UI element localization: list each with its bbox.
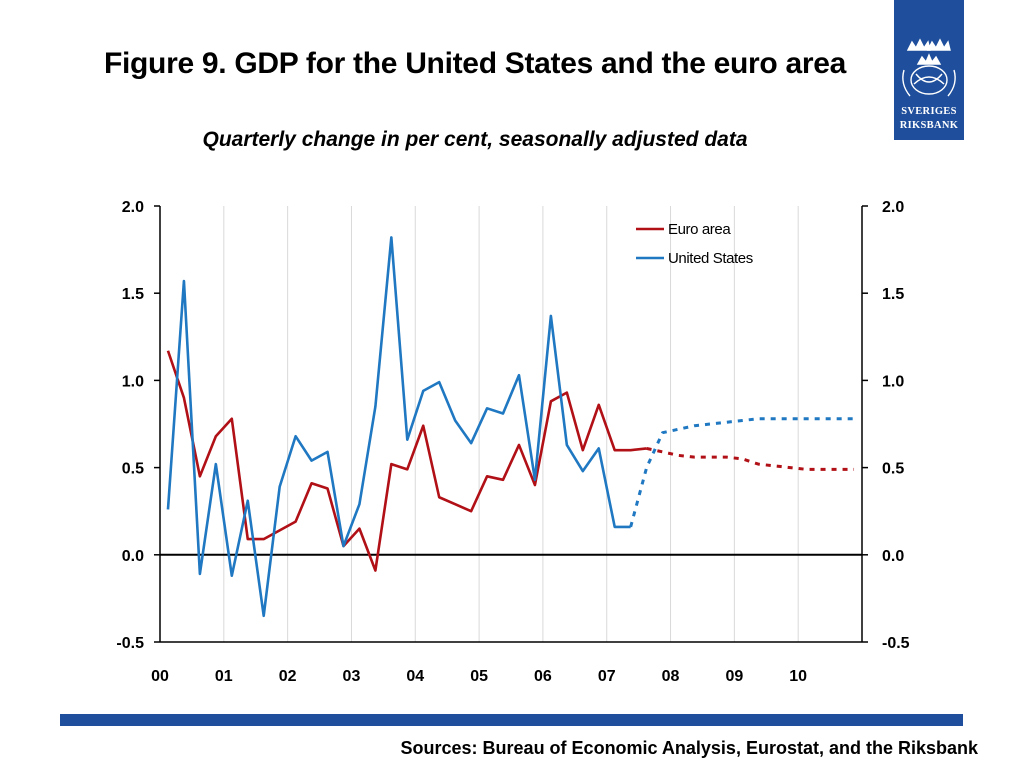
y-tick-label-right: 1.5: [882, 286, 904, 303]
chart-axes: 2.0 2.0 1.5 1.5 1.0 1.0 0.5 0.5 0.0 0.0 -0.5 -0.5 00…: [116, 199, 909, 685]
riksbank-logo: SVERIGES RIKSBANK: [894, 0, 964, 140]
euro-area-forecast-line: [646, 446, 855, 471]
x-tick-label-01: 01: [215, 668, 233, 685]
x-tick-label-03: 03: [343, 668, 361, 685]
x-tick-label-10: 10: [789, 668, 807, 685]
y-tick-label-left: 2.0: [122, 199, 144, 216]
x-tick-label-08: 08: [662, 668, 680, 685]
logo-text-line1: SVERIGES: [901, 106, 957, 117]
chart-series: [166, 236, 855, 618]
x-tick-label-02: 02: [279, 668, 297, 685]
y-tick-label-right: -0.5: [882, 635, 910, 652]
y-tick-label-left: 1.0: [122, 373, 144, 390]
x-tick-label-00: 00: [151, 668, 169, 685]
gdp-line-chart: 2.0 2.0 1.5 1.5 1.0 1.0 0.5 0.5 0.0 0.0 -0.5 -0.5 00…: [116, 199, 909, 685]
united-states-forecast-line: [629, 417, 855, 528]
euro-area-line: [166, 350, 647, 572]
x-tick-label-06: 06: [534, 668, 552, 685]
x-tick-label-04: 04: [406, 668, 424, 685]
y-tick-label-right: 1.0: [882, 373, 904, 390]
legend-label-united-states: United States: [668, 250, 753, 267]
y-tick-label-left: 1.5: [122, 286, 144, 303]
y-tick-label-right: 0.5: [882, 461, 904, 478]
chart-legend: Euro area United States: [636, 221, 753, 267]
legend-label-euro-area: Euro area: [668, 221, 731, 238]
y-tick-label-left: 0.0: [122, 548, 144, 565]
x-tick-label-09: 09: [725, 668, 743, 685]
y-tick-label-right: 2.0: [882, 199, 904, 216]
x-tick-label-07: 07: [598, 668, 616, 685]
sources-note: Sources: Bureau of Economic Analysis, Eu…: [400, 738, 978, 758]
united-states-line: [166, 236, 631, 618]
vertical-gridlines: [223, 206, 799, 642]
chart-subtitle: Quarterly change in per cent, seasonally…: [202, 128, 748, 151]
y-tick-label-right: 0.0: [882, 548, 904, 565]
footer-bar: [60, 714, 963, 726]
crown-seal-icon: [902, 38, 956, 97]
x-tick-label-05: 05: [470, 668, 488, 685]
logo-text-line2: RIKSBANK: [899, 120, 959, 131]
chart-title: Figure 9. GDP for the United States and …: [103, 47, 847, 80]
y-tick-label-left: -0.5: [116, 635, 144, 652]
y-tick-label-left: 0.5: [122, 461, 144, 478]
